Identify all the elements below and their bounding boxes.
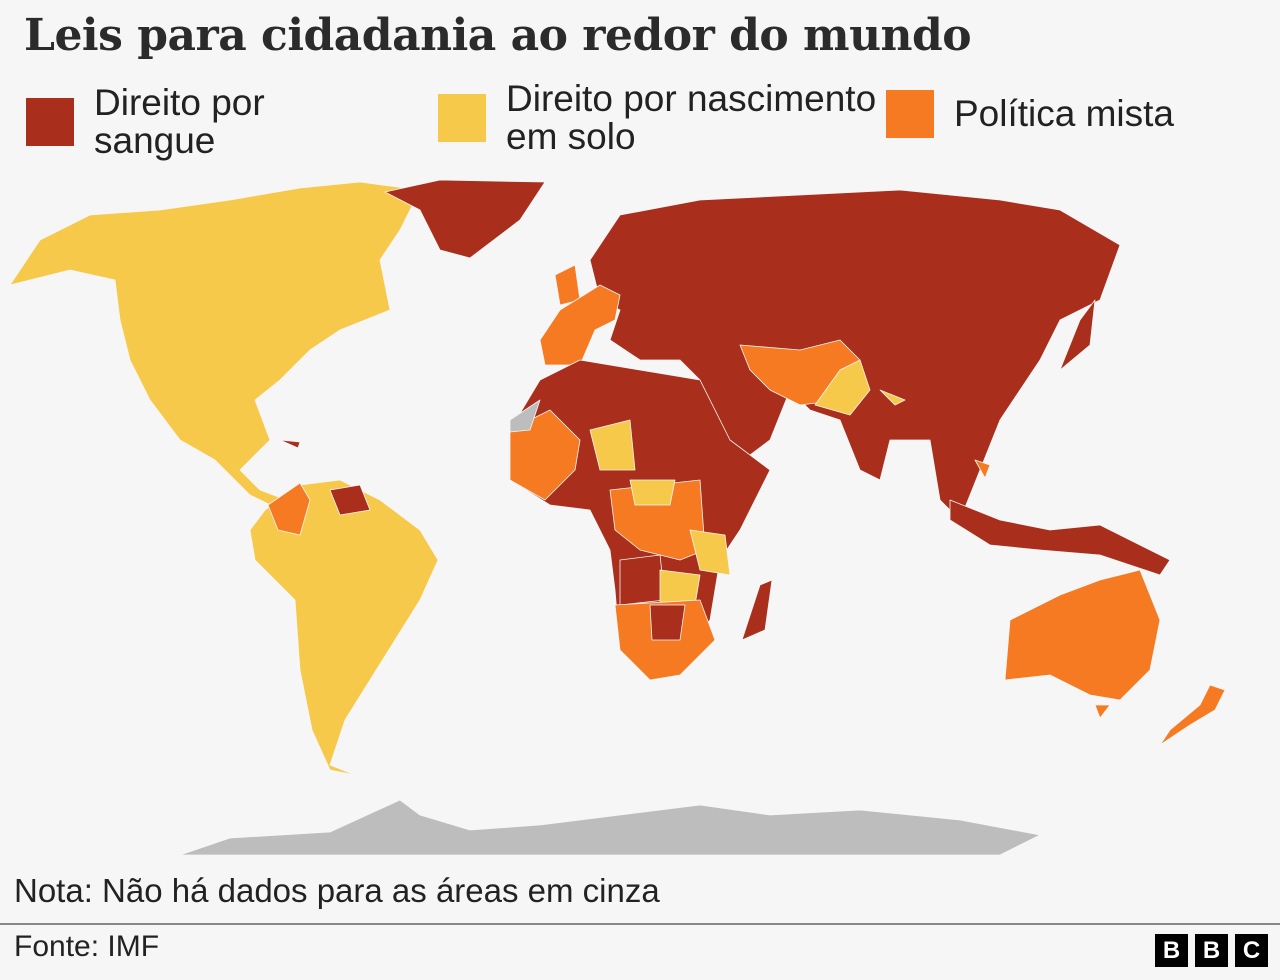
region-uk (554, 264, 581, 306)
region-nepal (879, 389, 906, 406)
logo-letter: B (1195, 934, 1228, 967)
region-pakistan (814, 359, 871, 416)
legend-item-mixed: Política mista (886, 90, 1264, 138)
note-text: Nota: Não há dados para as áreas em cinz… (14, 872, 660, 909)
region-greenland (384, 179, 546, 259)
legend-swatch-soil (438, 94, 486, 142)
region-south-america (249, 479, 439, 776)
region-angola (619, 554, 666, 606)
region-west-africa (509, 409, 581, 501)
region-cambodia (974, 459, 991, 479)
region-colombia (267, 482, 311, 536)
legend-label: Política mista (954, 93, 1175, 134)
logo-letter: C (1235, 934, 1268, 967)
chart-title: Leis para cidadania ao redor do mundo (24, 10, 972, 61)
region-indonesia (949, 499, 1171, 576)
region-new-zealand (1159, 684, 1226, 746)
region-western-europe (539, 284, 621, 366)
region-car (629, 479, 676, 506)
region-botswana (649, 604, 686, 641)
region-caribbean (279, 439, 301, 449)
region-madagascar (741, 579, 773, 641)
region-tasmania (1094, 704, 1111, 719)
legend-label: Direito por nascimento em solo (506, 78, 877, 157)
legend-label: Direito por sangue (94, 82, 265, 161)
bbc-logo: B B C (1155, 934, 1268, 967)
legend-swatch-blood (26, 98, 74, 146)
region-western-sahara (509, 399, 541, 433)
region-zambia (659, 569, 701, 606)
source-text: Fonte: IMF (14, 930, 160, 963)
region-north-america (9, 181, 421, 513)
region-antarctica (179, 799, 1041, 856)
legend-swatch-mixed (886, 90, 934, 138)
world-map (9, 179, 1226, 856)
legend-item-soil: Direito por nascimento em solo (438, 80, 906, 156)
region-guianas (329, 484, 371, 516)
region-niger-chad (589, 419, 636, 471)
region-australia (1004, 569, 1161, 701)
footer-divider (0, 923, 1280, 925)
logo-letter: B (1155, 934, 1188, 967)
legend-item-blood: Direito por sangue (26, 84, 354, 160)
region-tanzania (689, 529, 731, 576)
region-japan (1059, 299, 1096, 371)
